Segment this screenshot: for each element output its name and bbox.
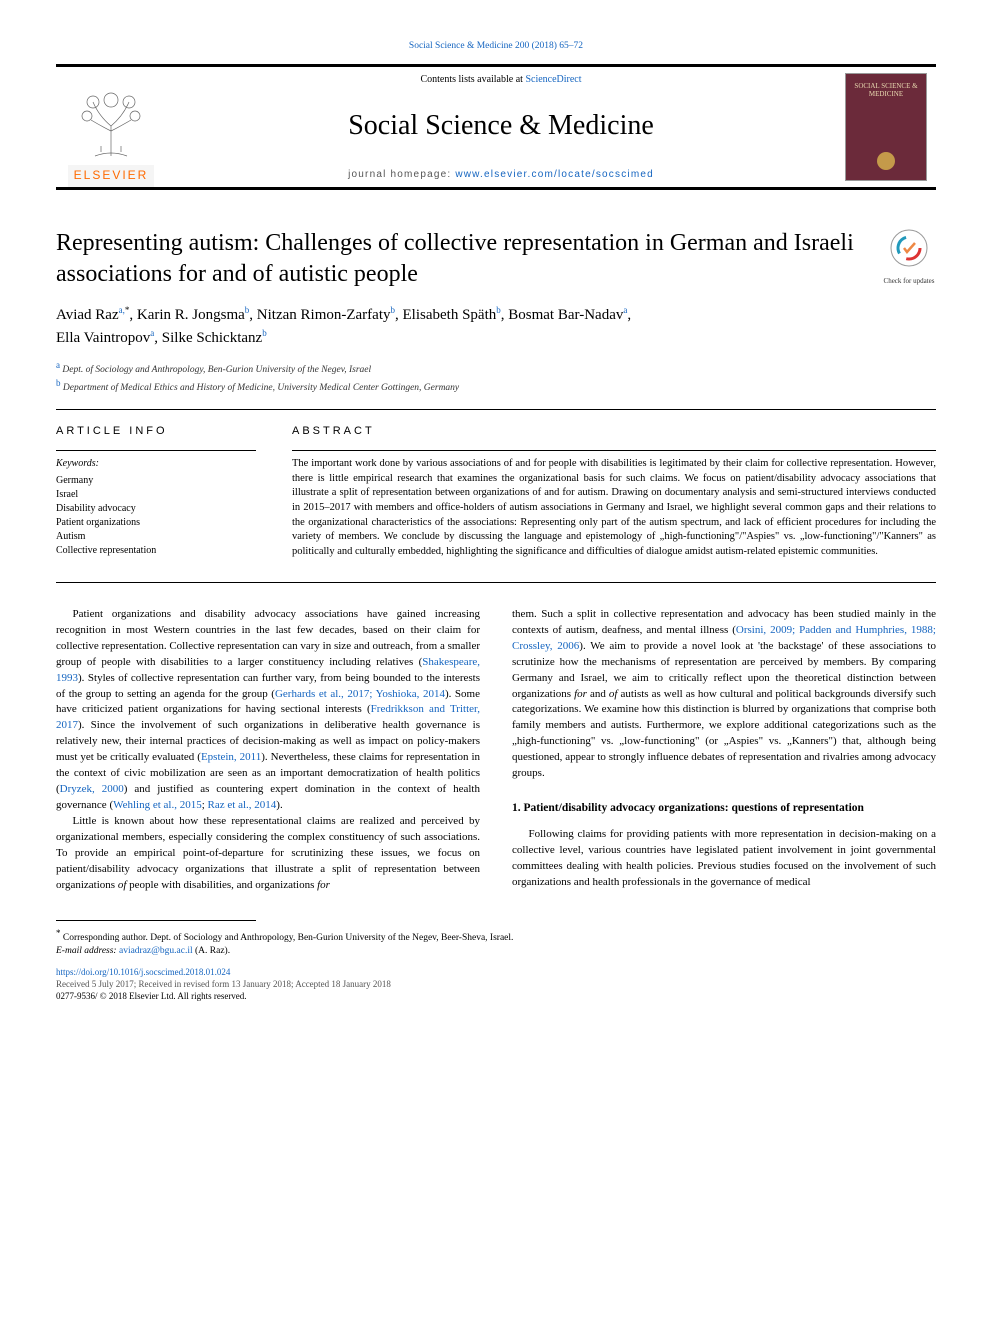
cover-thumb-spot-icon [877, 152, 895, 170]
keyword: Collective representation [56, 544, 256, 558]
info-rule [56, 450, 256, 451]
keyword: Germany [56, 474, 256, 488]
body-text: ). [276, 799, 282, 811]
publisher-name: ELSEVIER [68, 165, 155, 186]
journal-cover-thumb: SOCIAL SCIENCE & MEDICINE [845, 73, 927, 181]
author-affil-sup: a [150, 328, 154, 338]
homepage-prefix: journal homepage: [348, 169, 455, 180]
body-text: and [587, 688, 609, 700]
keyword: Patient organizations [56, 516, 256, 530]
article-title: Representing autism: Challenges of colle… [56, 228, 864, 290]
body-em: for [574, 688, 587, 700]
email-link[interactable]: aviadraz@bgu.ac.il [119, 946, 193, 956]
article-info-col: ARTICLE INFO Keywords: Germany Israel Di… [56, 424, 256, 560]
citation-link[interactable]: Epstein, 2011 [201, 751, 261, 763]
check-updates-label: Check for updates [882, 276, 936, 286]
author-affil-sup: b [245, 305, 250, 315]
author-name: Karin R. Jongsma [137, 307, 245, 323]
keywords-label: Keywords: [56, 457, 256, 472]
body-paragraph: Following claims for providing patients … [512, 827, 936, 891]
keyword: Autism [56, 530, 256, 544]
affil-text: Department of Medical Ethics and History… [63, 383, 459, 393]
footnote-text: Corresponding author. Dept. of Sociology… [61, 933, 514, 943]
body-columns: Patient organizations and disability adv… [56, 607, 936, 894]
received-line: Received 5 July 2017; Received in revise… [56, 979, 391, 989]
body-col-left: Patient organizations and disability adv… [56, 607, 480, 894]
copyright-line: 0277-9536/ © 2018 Elsevier Ltd. All righ… [56, 991, 247, 1001]
doi-block: https://doi.org/10.1016/j.socscimed.2018… [56, 967, 936, 1002]
body-text: people with disabilities, and organizati… [126, 879, 317, 891]
title-block: Representing autism: Challenges of colle… [56, 228, 864, 395]
keyword: Disability advocacy [56, 502, 256, 516]
email-label: E-mail address: [56, 946, 119, 956]
author-affil-sup: b [496, 305, 501, 315]
top-citation: Social Science & Medicine 200 (2018) 65–… [56, 40, 936, 54]
sciencedirect-link[interactable]: ScienceDirect [525, 74, 581, 85]
citation-link[interactable]: Raz et al., 2014 [208, 799, 277, 811]
affil-text: Dept. of Sociology and Anthropology, Ben… [62, 365, 371, 375]
citation-link[interactable]: Wehling et al., 2015 [113, 799, 202, 811]
author-affil-sup: b [391, 305, 396, 315]
homepage-link[interactable]: www.elsevier.com/locate/socscimed [455, 169, 654, 180]
author-name: Bosmat Bar-Nadav [508, 307, 623, 323]
abstract-text: The important work done by various assoc… [292, 457, 936, 560]
check-updates-badge[interactable]: Check for updates [882, 228, 936, 286]
info-abstract-row: ARTICLE INFO Keywords: Germany Israel Di… [56, 424, 936, 560]
abstract-bottom-rule [56, 582, 936, 583]
banner-bottom-rule [56, 187, 936, 190]
affil-sup: b [56, 378, 61, 388]
body-em: for [317, 879, 330, 891]
authors: Aviad Raza,*, Karin R. Jongsmab, Nitzan … [56, 304, 864, 349]
author-affil-sup: b [262, 328, 267, 338]
email-suffix: (A. Raz). [193, 946, 230, 956]
author-name: Nitzan Rimon-Zarfaty [257, 307, 391, 323]
body-paragraph: Little is known about how these represen… [56, 814, 480, 894]
abstract-rule [292, 450, 936, 451]
author-corr-star: * [125, 305, 130, 315]
elsevier-tree-icon [66, 85, 156, 165]
article-head: Representing autism: Challenges of colle… [56, 228, 936, 395]
publisher-block: ELSEVIER [56, 67, 166, 187]
abstract-heading: ABSTRACT [292, 424, 936, 440]
article-info-heading: ARTICLE INFO [56, 424, 256, 440]
keyword: Israel [56, 488, 256, 502]
affiliation-row: a Dept. of Sociology and Anthropology, B… [56, 359, 864, 377]
body-col-right: them. Such a split in collective represe… [512, 607, 936, 894]
contents-line: Contents lists available at ScienceDirec… [166, 73, 836, 88]
section-heading: 1. Patient/disability advocacy organizat… [512, 800, 936, 817]
journal-name: Social Science & Medicine [166, 106, 836, 147]
body-paragraph: them. Such a split in collective represe… [512, 607, 936, 782]
head-rule [56, 409, 936, 410]
doi-link[interactable]: https://doi.org/10.1016/j.socscimed.2018… [56, 967, 230, 977]
corresponding-footnote: * Corresponding author. Dept. of Sociolo… [56, 927, 936, 958]
footnote-rule [56, 920, 256, 921]
cover-thumb-wrap: SOCIAL SCIENCE & MEDICINE [836, 67, 936, 187]
citation-link[interactable]: Dryzek, 2000 [60, 783, 124, 795]
check-updates-icon [889, 228, 929, 268]
body-paragraph: Patient organizations and disability adv… [56, 607, 480, 814]
affiliation-row: b Department of Medical Ethics and Histo… [56, 377, 864, 395]
author-name: Aviad Raz [56, 307, 119, 323]
affil-sup: a [56, 360, 60, 370]
body-text: Following claims for providing patients … [512, 828, 936, 888]
author-name: Silke Schicktanz [162, 330, 262, 346]
contents-prefix: Contents lists available at [420, 74, 525, 85]
author-name: Elisabeth Späth [403, 307, 497, 323]
author-name: Ella Vaintropov [56, 330, 150, 346]
banner-center: Contents lists available at ScienceDirec… [166, 67, 836, 187]
citation-link[interactable]: Gerhards et al., 2017; Yoshioka, 2014 [275, 688, 445, 700]
author-affil-sup: a [623, 305, 627, 315]
abstract-col: ABSTRACT The important work done by vari… [292, 424, 936, 560]
homepage-line: journal homepage: www.elsevier.com/locat… [166, 168, 836, 183]
body-text: autists as well as how cultural and poli… [512, 688, 936, 780]
journal-banner: ELSEVIER Contents lists available at Sci… [56, 67, 936, 187]
cover-thumb-title: SOCIAL SCIENCE & MEDICINE [846, 74, 926, 99]
body-text: Patient organizations and disability adv… [56, 608, 480, 668]
affiliations: a Dept. of Sociology and Anthropology, B… [56, 359, 864, 395]
top-citation-link[interactable]: Social Science & Medicine 200 (2018) 65–… [409, 41, 583, 51]
